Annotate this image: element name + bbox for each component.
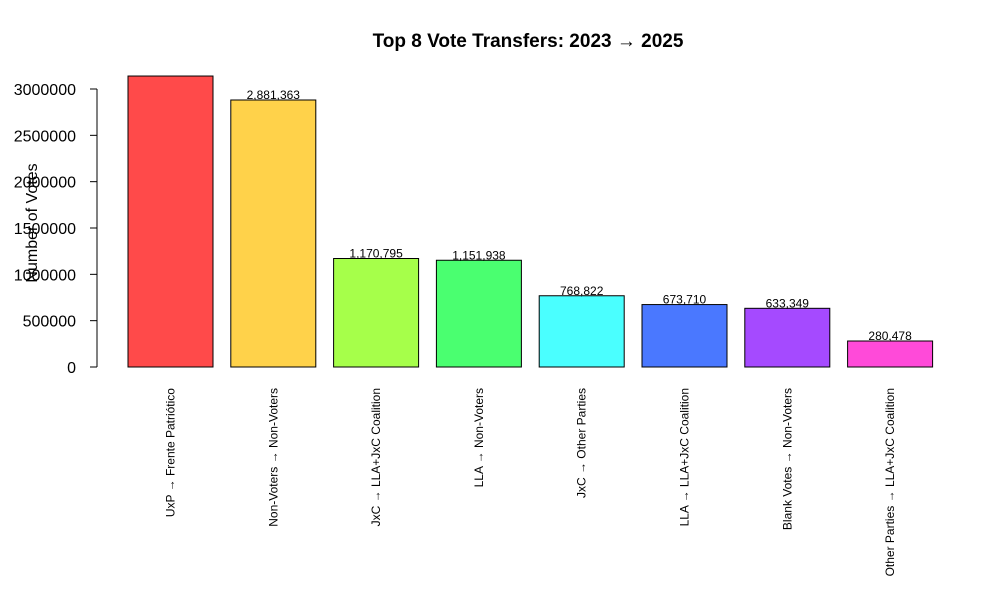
bars-group — [127, 75, 934, 368]
y-tick-label: 0 — [67, 360, 76, 377]
data-label: 2,881,363 — [247, 88, 301, 102]
data-label: 1,170,795 — [349, 247, 403, 261]
x-tick-label: JxC → Other Parties — [575, 388, 589, 498]
bar — [127, 75, 214, 368]
x-tick-labels: UxP → Frente Patriótico Non-Voters → Non-… — [164, 388, 898, 577]
y-axis-label: Number of Votes — [24, 163, 41, 282]
chart-title: Top 8 Vote Transfers: 2023 → 2025 — [373, 31, 684, 52]
bar — [538, 295, 625, 368]
bar — [230, 99, 317, 368]
y-tick-label: 3000000 — [14, 82, 76, 99]
y-tick-label: 2000000 — [14, 175, 76, 192]
y-tick-label: 2500000 — [14, 128, 76, 145]
y-tick-label: 1500000 — [14, 221, 76, 238]
bar — [641, 304, 728, 368]
bar — [435, 259, 522, 368]
data-label: 673,710 — [663, 293, 707, 307]
x-tick-label: Other Parties → LLA+JxC Coalition — [883, 388, 897, 576]
x-tick-label: Blank Votes → Non-Voters — [780, 388, 794, 530]
y-tick-label: 1000000 — [14, 267, 76, 284]
y-axis: 0 500000 1000000 1500000 2000000 2500000 30000… — [14, 82, 98, 377]
y-tick-label: 500000 — [23, 314, 76, 331]
data-label: 768,822 — [560, 284, 604, 298]
bar — [847, 340, 934, 368]
x-tick-label: Non-Voters → Non-Voters — [266, 388, 280, 527]
data-label: 280,478 — [868, 329, 912, 343]
data-label: 1,151,938 — [452, 248, 506, 262]
bar — [333, 258, 420, 368]
bar — [744, 307, 831, 368]
data-labels: 2,881,363 1,170,795 1,151,938 768,822 673,71… — [247, 88, 913, 343]
data-label: 633,349 — [766, 296, 810, 310]
x-tick-label: LLA → Non-Voters — [472, 388, 486, 487]
x-tick-label: LLA → LLA+JxC Coalition — [678, 388, 692, 526]
x-tick-label: JxC → LLA+JxC Coalition — [369, 388, 383, 526]
x-tick-label: UxP → Frente Patriótico — [164, 388, 178, 517]
